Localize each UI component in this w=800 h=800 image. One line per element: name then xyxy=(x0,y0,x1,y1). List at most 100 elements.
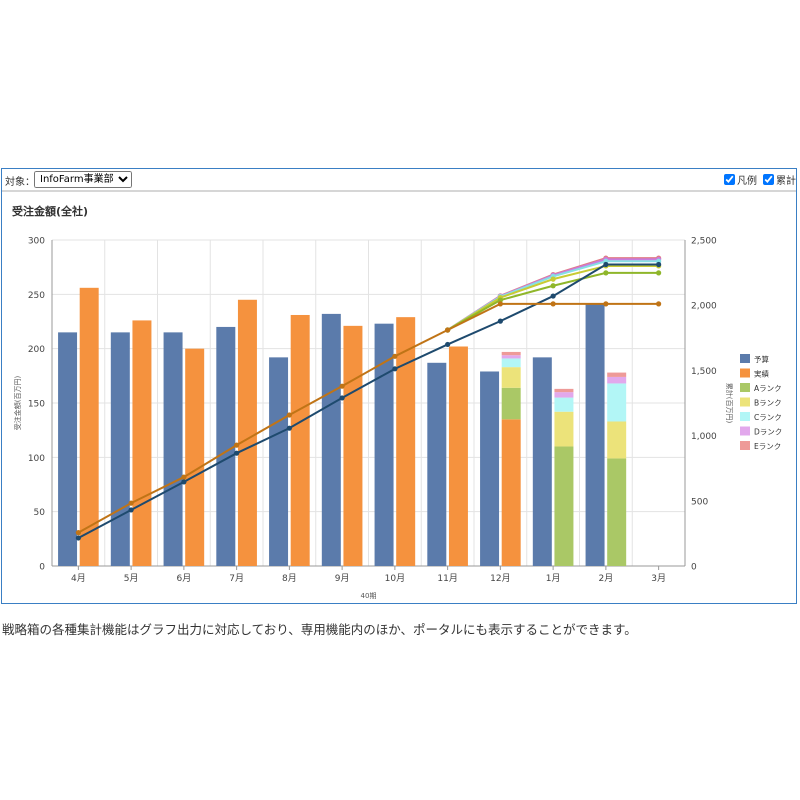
x-axis-label: 40期 xyxy=(361,592,377,600)
budget-bar xyxy=(321,313,341,566)
budget-cumulative-point xyxy=(656,261,662,268)
y-tick-label: 250 xyxy=(28,291,45,301)
chart-toolbar: 対象： InfoFarm事業部 凡例 累計 xyxy=(2,169,796,191)
budget-cumulative-point xyxy=(339,395,345,401)
legend-rank-d-swatch xyxy=(740,426,750,436)
budget-bar xyxy=(163,332,183,566)
legend-checkbox[interactable] xyxy=(724,174,735,185)
cumulative-checkbox[interactable] xyxy=(763,174,774,185)
budget-bar xyxy=(110,332,130,566)
y2-tick-label: 1,000 xyxy=(691,432,717,442)
x-tick-label: 5月 xyxy=(124,573,139,584)
rank-a-cumulative-point xyxy=(497,297,503,303)
budget-cumulative-point xyxy=(181,479,187,485)
rank-c-bar xyxy=(607,383,627,422)
budget-cumulative-line xyxy=(77,263,659,539)
rank-c-bar xyxy=(501,358,521,368)
rank-b-bar xyxy=(554,411,574,447)
actual-cumulative-point xyxy=(656,301,662,307)
rank-a-cumulative-point xyxy=(603,270,609,276)
x-tick-label: 9月 xyxy=(335,573,350,584)
y-axis-label: 受注金額(百万円) xyxy=(13,376,22,431)
actual-bar xyxy=(132,320,152,566)
y-tick-label: 150 xyxy=(28,400,45,410)
budget-cumulative-point xyxy=(445,341,451,348)
rank-d-bar xyxy=(554,392,574,398)
y-tick-label: 300 xyxy=(28,237,45,247)
cumulative-toggle[interactable]: 累計 xyxy=(763,172,796,187)
y2-tick-label: 0 xyxy=(691,563,697,573)
budget-cumulative-point xyxy=(75,535,81,541)
actual-cumulative-point xyxy=(128,500,134,506)
budget-cumulative-point xyxy=(497,318,503,324)
actual-cumulative-point xyxy=(181,474,187,480)
budget-bar xyxy=(269,357,289,566)
actual-cumulative-point xyxy=(339,383,345,389)
x-tick-label: 10月 xyxy=(385,573,405,584)
chart-title: 受注金額(全社) xyxy=(12,205,89,218)
y-tick-label: 50 xyxy=(34,508,46,518)
actual-cumulative-point xyxy=(286,412,292,418)
target-label: 対象： xyxy=(5,177,35,188)
actual-cumulative-point xyxy=(392,353,398,359)
budget-bar xyxy=(58,332,78,566)
legend-budget-swatch xyxy=(740,354,750,363)
actual-cumulative-point xyxy=(445,327,451,333)
legend-rank-c-label: Cランク xyxy=(754,413,782,422)
legend-rank-c-swatch xyxy=(740,412,750,421)
legend-budget-label: 予算 xyxy=(754,354,769,364)
budget-bar xyxy=(532,357,552,566)
rank-d-bar xyxy=(607,376,627,384)
y-tick-label: 200 xyxy=(28,345,45,355)
rank-e-bar xyxy=(501,351,521,356)
rank-c-bar xyxy=(554,397,574,412)
legend-toggle-label: 凡例 xyxy=(737,176,757,187)
caption-text: 戦略箱の各種集計機能はグラフ出力に対応しており、専用機能内のほか、ポータルにも表… xyxy=(2,622,637,637)
budget-cumulative-point xyxy=(234,450,240,456)
actual-bar xyxy=(343,325,363,566)
y-tick-label: 0 xyxy=(39,563,45,573)
actual-cumulative-point xyxy=(234,442,240,448)
actual-bar xyxy=(396,317,416,566)
target-select[interactable]: InfoFarm事業部 xyxy=(34,171,132,188)
rank-a-bar xyxy=(607,458,627,566)
y-tick-label: 100 xyxy=(28,454,45,464)
x-tick-label: 11月 xyxy=(437,573,457,584)
budget-bar xyxy=(480,371,500,566)
actual-bar xyxy=(290,314,310,566)
rank-d-bar xyxy=(501,355,521,359)
y2-tick-label: 500 xyxy=(691,497,708,507)
budget-bar xyxy=(585,303,605,566)
legend-rank-b-swatch xyxy=(740,397,750,407)
y2-tick-label: 1,500 xyxy=(691,367,717,377)
x-tick-label: 12月 xyxy=(490,573,510,584)
x-tick-label: 1月 xyxy=(546,573,561,584)
legend-rank-d-label: Dランク xyxy=(754,428,782,437)
actual-bar xyxy=(448,346,468,566)
rank-b-bar xyxy=(501,367,521,388)
legend-rank-a-label: Aランク xyxy=(754,384,782,393)
cumulative-toggle-label: 累計 xyxy=(776,176,796,187)
budget-cumulative-point xyxy=(392,366,398,372)
actual-bar xyxy=(79,287,99,566)
rank-e-bar xyxy=(607,372,627,377)
budget-cumulative-point xyxy=(286,425,292,431)
actual-bar xyxy=(237,299,257,566)
x-tick-label: 8月 xyxy=(282,573,297,584)
legend-toggle[interactable]: 凡例 xyxy=(724,172,757,187)
x-tick-label: 6月 xyxy=(177,573,192,584)
actual-cumulative-point xyxy=(550,301,556,307)
rank-a-cumulative-point xyxy=(550,283,556,289)
budget-cumulative-point xyxy=(128,507,134,513)
legend-actual-label: 実績 xyxy=(754,369,769,379)
budget-bar xyxy=(216,326,236,566)
actual-bar xyxy=(501,419,521,566)
rank-a-cumulative-point xyxy=(656,270,662,276)
actual-cumulative-point xyxy=(603,301,609,307)
legend-rank-e-label: Eランク xyxy=(754,442,781,451)
order-amount-chart: 0 50 100 150 200 250 300 0 500 1,000 1,500 2,000 2,5… xyxy=(13,237,782,601)
budget-bar xyxy=(374,323,394,566)
x-tick-label: 7月 xyxy=(229,573,244,584)
budget-bar xyxy=(427,362,447,566)
y2-tick-label: 2,000 xyxy=(691,302,717,312)
